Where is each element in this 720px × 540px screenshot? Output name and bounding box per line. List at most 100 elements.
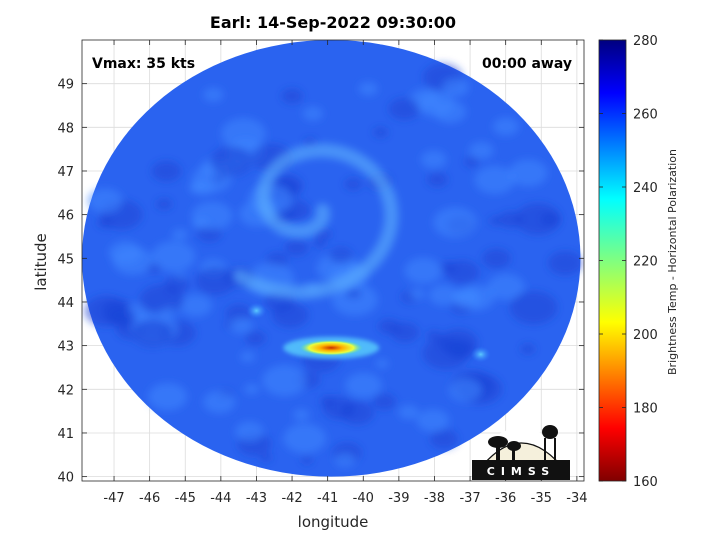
- colorbar-ticks: 160 180 200 220 240 260 280: [599, 34, 658, 490]
- colorbar: [598, 39, 627, 482]
- axis-ticks: -47 -46 -45 -44 -43 -42 -41 -40 -39 -38 -37 -36 -35-…: [57, 40, 587, 506]
- y-tick-label: 41: [57, 427, 74, 442]
- colorbar-tick-label: 280: [633, 34, 658, 49]
- texture-blob: [487, 273, 525, 301]
- texture-blob: [482, 248, 511, 269]
- texture-blob: [210, 146, 253, 176]
- texture-blob: [292, 408, 310, 421]
- texture-blob: [334, 452, 356, 468]
- x-tick-label: -47: [103, 491, 124, 506]
- texture-blob: [468, 141, 494, 160]
- texture-blob: [426, 172, 448, 188]
- texture-blob: [433, 207, 477, 238]
- texture-blob: [429, 429, 458, 449]
- texture-blob: [344, 177, 363, 191]
- x-tick-label: -39: [388, 491, 409, 506]
- texture-blob: [329, 247, 353, 264]
- chart-title: Earl: 14-Sep-2022 09:30:00: [210, 13, 456, 32]
- y-axis-label: latitude: [32, 233, 50, 291]
- cimss-logo: CIMSS: [472, 425, 570, 480]
- x-tick-label: -34: [566, 491, 587, 506]
- texture-blob: [340, 400, 375, 425]
- texture-blob: [442, 78, 469, 97]
- texture-blob: [259, 453, 273, 462]
- y-tick-label: 45: [57, 252, 74, 267]
- texture-blob: [191, 201, 233, 231]
- colorbar-tick-label: 220: [633, 255, 658, 270]
- texture-blob: [180, 294, 212, 317]
- logo-text: CIMSS: [487, 465, 555, 478]
- texture-blob: [151, 160, 182, 182]
- texture-blob: [319, 395, 336, 407]
- texture-blob: [448, 378, 482, 402]
- texture-blob: [244, 383, 260, 395]
- x-tick-label: -37: [459, 491, 480, 506]
- warm-spot: [299, 339, 364, 356]
- texture-blob: [108, 308, 136, 328]
- away-annotation: 00:00 away: [482, 56, 572, 72]
- x-tick-label: -46: [139, 491, 160, 506]
- texture-blob: [240, 351, 256, 363]
- texture-blob: [377, 318, 400, 335]
- x-tick-label: -38: [424, 491, 445, 506]
- texture-blob: [164, 275, 190, 294]
- texture-blob: [171, 228, 189, 241]
- texture-blob: [132, 319, 173, 348]
- y-tick-label: 40: [57, 471, 74, 486]
- texture-blob: [540, 212, 561, 227]
- texture-blob: [416, 409, 450, 432]
- texture-blob: [302, 106, 324, 121]
- x-tick-label: -40: [353, 491, 374, 506]
- texture-blob: [548, 251, 583, 276]
- colorbar-tick-label: 180: [633, 402, 658, 417]
- band-spot-1: [246, 302, 267, 319]
- y-tick-label: 42: [57, 383, 74, 398]
- texture-blob: [283, 423, 327, 454]
- texture-blob: [404, 257, 442, 284]
- x-tick-label: -35: [531, 491, 552, 506]
- swath-features: [232, 143, 491, 363]
- texture-blob: [493, 117, 519, 136]
- texture-blob: [271, 302, 309, 328]
- texture-blob: [439, 261, 457, 273]
- texture-blob: [332, 283, 378, 316]
- y-tick-label: 46: [57, 209, 74, 224]
- texture-blob: [346, 288, 362, 299]
- texture-blob: [452, 288, 477, 306]
- y-tick-label: 48: [57, 121, 74, 136]
- texture-blob: [420, 150, 447, 169]
- texture-blob: [426, 330, 443, 342]
- texture-blob: [235, 421, 264, 442]
- texture-blob: [372, 393, 396, 410]
- texture-blob: [151, 241, 196, 272]
- texture-blob: [155, 198, 173, 210]
- vmax-annotation: Vmax: 35 kts: [92, 56, 195, 72]
- y-tick-label: 49: [57, 78, 74, 93]
- texture-blob: [358, 81, 378, 96]
- texture-blob: [509, 290, 558, 325]
- colorbar-tick-label: 240: [633, 181, 658, 196]
- data-swath: [82, 40, 583, 477]
- texture-blob: [97, 217, 113, 229]
- texture-blob: [373, 127, 389, 138]
- texture-blob: [87, 188, 123, 213]
- texture-blob: [195, 267, 236, 296]
- texture-blob: [474, 165, 515, 195]
- axes-frame: [81, 39, 585, 482]
- texture-blob: [520, 343, 536, 355]
- x-tick-label: -42: [281, 491, 302, 506]
- texture-blob: [262, 364, 307, 397]
- colorbar-tick-label: 200: [633, 328, 658, 343]
- x-tick-label: -36: [495, 491, 516, 506]
- texture-blob: [388, 97, 421, 120]
- texture-blob: [508, 159, 548, 187]
- texture-blob: [229, 317, 253, 334]
- texture-blob: [203, 87, 224, 102]
- x-tick-label: -41: [317, 491, 338, 506]
- texture-blob: [148, 382, 188, 411]
- x-tick-label: -44: [210, 491, 231, 506]
- texture-blob: [428, 284, 459, 306]
- colorbar-tick-label: 260: [633, 108, 658, 123]
- texture-blob: [284, 239, 309, 256]
